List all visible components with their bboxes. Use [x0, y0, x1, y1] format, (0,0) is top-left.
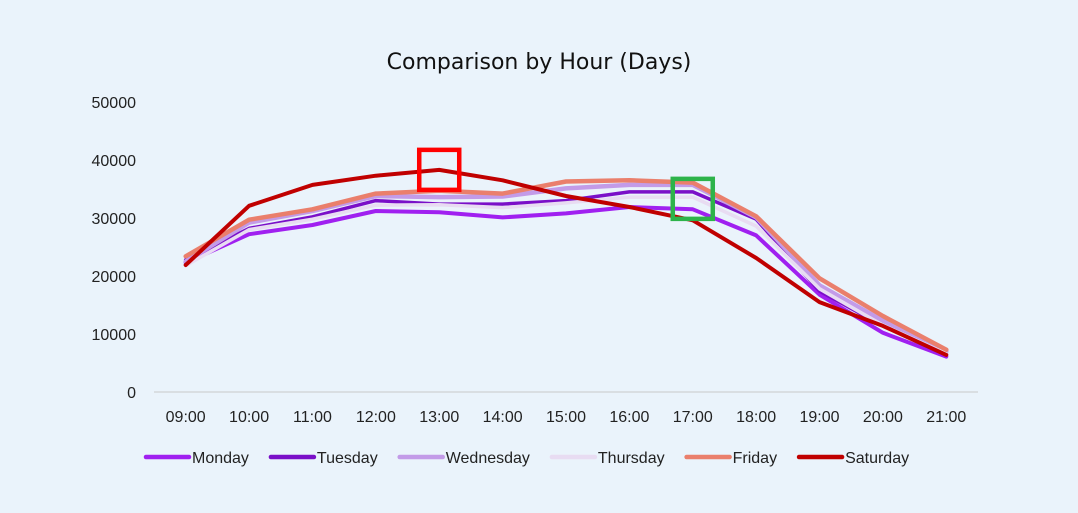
legend-label-saturday: Saturday [845, 450, 909, 467]
x-tick-label: 09:00 [166, 409, 206, 426]
y-tick-label: 50000 [92, 95, 137, 112]
y-axis-ticks: 0 10000 20000 30000 40000 50000 [92, 95, 137, 402]
x-tick-label: 11:00 [293, 409, 332, 426]
highlight-box [416, 147, 462, 193]
series-lines [183, 167, 949, 359]
annotations [416, 147, 716, 222]
x-tick-label: 13:00 [419, 409, 459, 426]
x-tick-label: 20:00 [863, 409, 903, 426]
x-tick-label: 12:00 [356, 409, 396, 426]
x-tick-label: 19:00 [800, 409, 840, 426]
y-tick-label: 30000 [92, 211, 137, 228]
series-line-thursday [183, 195, 949, 356]
legend-label-monday: Monday [192, 450, 249, 467]
x-tick-label: 14:00 [483, 409, 523, 426]
chart-title: Comparison by Hour (Days) [387, 50, 692, 75]
legend-label-thursday: Thursday [598, 450, 665, 467]
y-tick-label: 10000 [92, 327, 137, 344]
x-tick-label: 21:00 [926, 409, 966, 426]
legend: Monday Tuesday Wednesday Thursday Friday Satu… [143, 450, 909, 467]
y-tick-label: 20000 [92, 269, 137, 286]
x-tick-label: 15:00 [546, 409, 586, 426]
y-tick-label: 0 [127, 385, 136, 402]
series-line-tuesday [183, 190, 949, 355]
legend-label-tuesday: Tuesday [317, 450, 378, 467]
legend-label-friday: Friday [733, 450, 777, 467]
x-tick-label: 16:00 [609, 409, 649, 426]
series-line-saturday [183, 167, 949, 357]
series-line-monday [183, 205, 949, 359]
highlight-box [670, 176, 716, 222]
legend-label-wednesday: Wednesday [446, 450, 530, 467]
x-axis-ticks: 09:00 10:00 11:00 12:00 13:00 14:00 15:00 16:00… [166, 409, 967, 426]
y-tick-label: 40000 [92, 153, 137, 170]
x-tick-label: 18:00 [736, 409, 776, 426]
x-tick-label: 10:00 [229, 409, 269, 426]
series-line-friday [183, 178, 949, 352]
x-tick-label: 17:00 [673, 409, 713, 426]
